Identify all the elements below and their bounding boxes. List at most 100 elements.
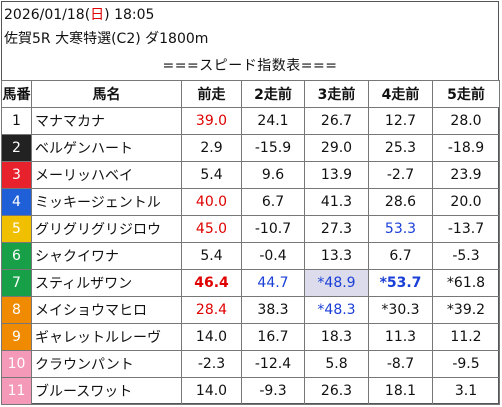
speed-index-cell: *30.3: [368, 296, 433, 324]
speed-index-cell: -10.7: [241, 215, 305, 243]
table-row: 7 スティルザワン 46.4 44.7 *48.9 *53.7 *61.8: [1, 269, 500, 297]
speed-index-cell: 13.9: [304, 161, 369, 189]
speed-index-cell: 26.7: [304, 107, 369, 135]
speed-index-cell: 25.3: [368, 134, 433, 162]
table-row: 11 ブルースワット 14.0 -9.3 26.3 18.1 3.1: [1, 377, 500, 405]
horse-number: 2: [1, 134, 32, 162]
speed-index-cell: 18.1: [368, 377, 433, 405]
horse-number: 1: [1, 107, 32, 135]
speed-index-cell: 9.6: [241, 161, 305, 189]
col-header-5-races-ago: 5走前: [432, 80, 500, 108]
speed-index-cell: 24.1: [241, 107, 305, 135]
weekday-close: ): [104, 7, 110, 23]
speed-index-cell: -8.7: [368, 350, 433, 378]
horse-name: グリグリグリジロウ: [31, 215, 182, 243]
table-row: 5 グリグリグリジロウ 45.0 -10.7 27.3 53.3 -13.7: [1, 215, 500, 243]
horse-number: 6: [1, 242, 32, 270]
horse-name: シャクイワナ: [31, 242, 182, 270]
horse-number: 4: [1, 188, 32, 216]
speed-index-cell: 46.4: [181, 269, 242, 297]
table-row: 1 マナマカナ 39.0 24.1 26.7 12.7 28.0: [1, 107, 500, 135]
horse-name: マナマカナ: [31, 107, 182, 135]
horse-number: 5: [1, 215, 32, 243]
speed-index-cell: 18.3: [304, 323, 369, 351]
horse-number: 7: [1, 269, 32, 297]
horse-name: メイショウマヒロ: [31, 296, 182, 324]
col-header-4-races-ago: 4走前: [368, 80, 433, 108]
speed-index-cell: 29.0: [304, 134, 369, 162]
horse-name: ミッキージェントル: [31, 188, 182, 216]
speed-index-cell: 5.4: [181, 242, 242, 270]
table-header-row: 馬番 馬名 前走 2走前 3走前 4走前 5走前: [1, 80, 500, 108]
horse-name: クラウンパント: [31, 350, 182, 378]
speed-index-cell: -2.3: [181, 350, 242, 378]
table-row: 6 シャクイワナ 5.4 -0.4 13.3 6.7 -5.3: [1, 242, 500, 270]
speed-index-cell: -18.9: [432, 134, 500, 162]
table-row: 10 クラウンパント -2.3 -12.4 5.8 -8.7 -9.5: [1, 350, 500, 378]
speed-index-cell: 44.7: [241, 269, 305, 297]
speed-index-cell: 26.3: [304, 377, 369, 405]
speed-index-cell: 28.6: [368, 188, 433, 216]
speed-index-cell: 28.0: [432, 107, 500, 135]
speed-index-cell: 13.3: [304, 242, 369, 270]
speed-index-cell: -5.3: [432, 242, 500, 270]
speed-index-cell: *48.3: [304, 296, 369, 324]
speed-index-cell: 5.8: [304, 350, 369, 378]
speed-index-cell: 5.4: [181, 161, 242, 189]
table-row: 9 ギャレットルレーヴ 14.0 16.7 18.3 11.3 11.2: [1, 323, 500, 351]
table-row: 8 メイショウマヒロ 28.4 38.3 *48.3 *30.3 *39.2: [1, 296, 500, 324]
speed-index-cell: 38.3: [241, 296, 305, 324]
horse-number: 11: [1, 377, 32, 405]
speed-index-cell: 40.0: [181, 188, 242, 216]
race-time: 18:05: [114, 7, 155, 23]
speed-index-cell: 20.0: [432, 188, 500, 216]
table-row: 2 ベルゲンハート 2.9 -15.9 29.0 25.3 -18.9: [1, 134, 500, 162]
speed-index-cell: -13.7: [432, 215, 500, 243]
speed-index-cell: -0.4: [241, 242, 305, 270]
speed-index-cell: *39.2: [432, 296, 500, 324]
speed-index-cell: 16.7: [241, 323, 305, 351]
horse-name: ベルゲンハート: [31, 134, 182, 162]
horse-number: 8: [1, 296, 32, 324]
speed-index-cell: 6.7: [241, 188, 305, 216]
horse-name: ブルースワット: [31, 377, 182, 405]
speed-index-cell: 45.0: [181, 215, 242, 243]
table-row: 4 ミッキージェントル 40.0 6.7 41.3 28.6 20.0: [1, 188, 500, 216]
weekday-open: (: [84, 7, 91, 23]
speed-index-cell: 3.1: [432, 377, 500, 405]
race-date: 2026/01/18: [4, 7, 85, 23]
horse-number: 9: [1, 323, 32, 351]
speed-index-cell: 27.3: [304, 215, 369, 243]
speed-index-cell: 2.9: [181, 134, 242, 162]
speed-index-cell: -2.7: [368, 161, 433, 189]
horse-number: 10: [1, 350, 32, 378]
race-title: 佐賀5R 大寒特選(C2) ダ1800m: [4, 31, 209, 47]
speed-index-cell: *61.8: [432, 269, 500, 297]
col-header-last-race: 前走: [181, 80, 242, 108]
speed-index-cell: 12.7: [368, 107, 433, 135]
speed-index-cell: 11.3: [368, 323, 433, 351]
col-header-number: 馬番: [1, 80, 32, 108]
col-header-2-races-ago: 2走前: [241, 80, 305, 108]
race-datetime: 2026/01/18(日) 18:05: [4, 6, 154, 24]
speed-index-cell: 11.2: [432, 323, 500, 351]
speed-index-cell: 41.3: [304, 188, 369, 216]
table-title: ===スピード指数表===: [162, 58, 338, 74]
speed-index-cell: 53.3: [368, 215, 433, 243]
speed-index-cell: 28.4: [181, 296, 242, 324]
speed-index-cell: 23.9: [432, 161, 500, 189]
horse-name: スティルザワン: [31, 269, 182, 297]
horse-name: メーリッハベイ: [31, 161, 182, 189]
speed-index-cell: 39.0: [181, 107, 242, 135]
speed-index-cell: -9.5: [432, 350, 500, 378]
speed-index-cell: 14.0: [181, 323, 242, 351]
col-header-3-races-ago: 3走前: [304, 80, 369, 108]
speed-index-cell: -9.3: [241, 377, 305, 405]
col-header-horse-name: 馬名: [31, 80, 182, 108]
speed-index-cell: 14.0: [181, 377, 242, 405]
speed-index-table: 馬番 馬名 前走 2走前 3走前 4走前 5走前 1 マナマカナ 39.0 24.1 2…: [1, 80, 500, 405]
horse-number: 3: [1, 161, 32, 189]
speed-index-cell: -15.9: [241, 134, 305, 162]
speed-index-cell: *48.9: [304, 269, 369, 297]
speed-index-cell: 6.7: [368, 242, 433, 270]
